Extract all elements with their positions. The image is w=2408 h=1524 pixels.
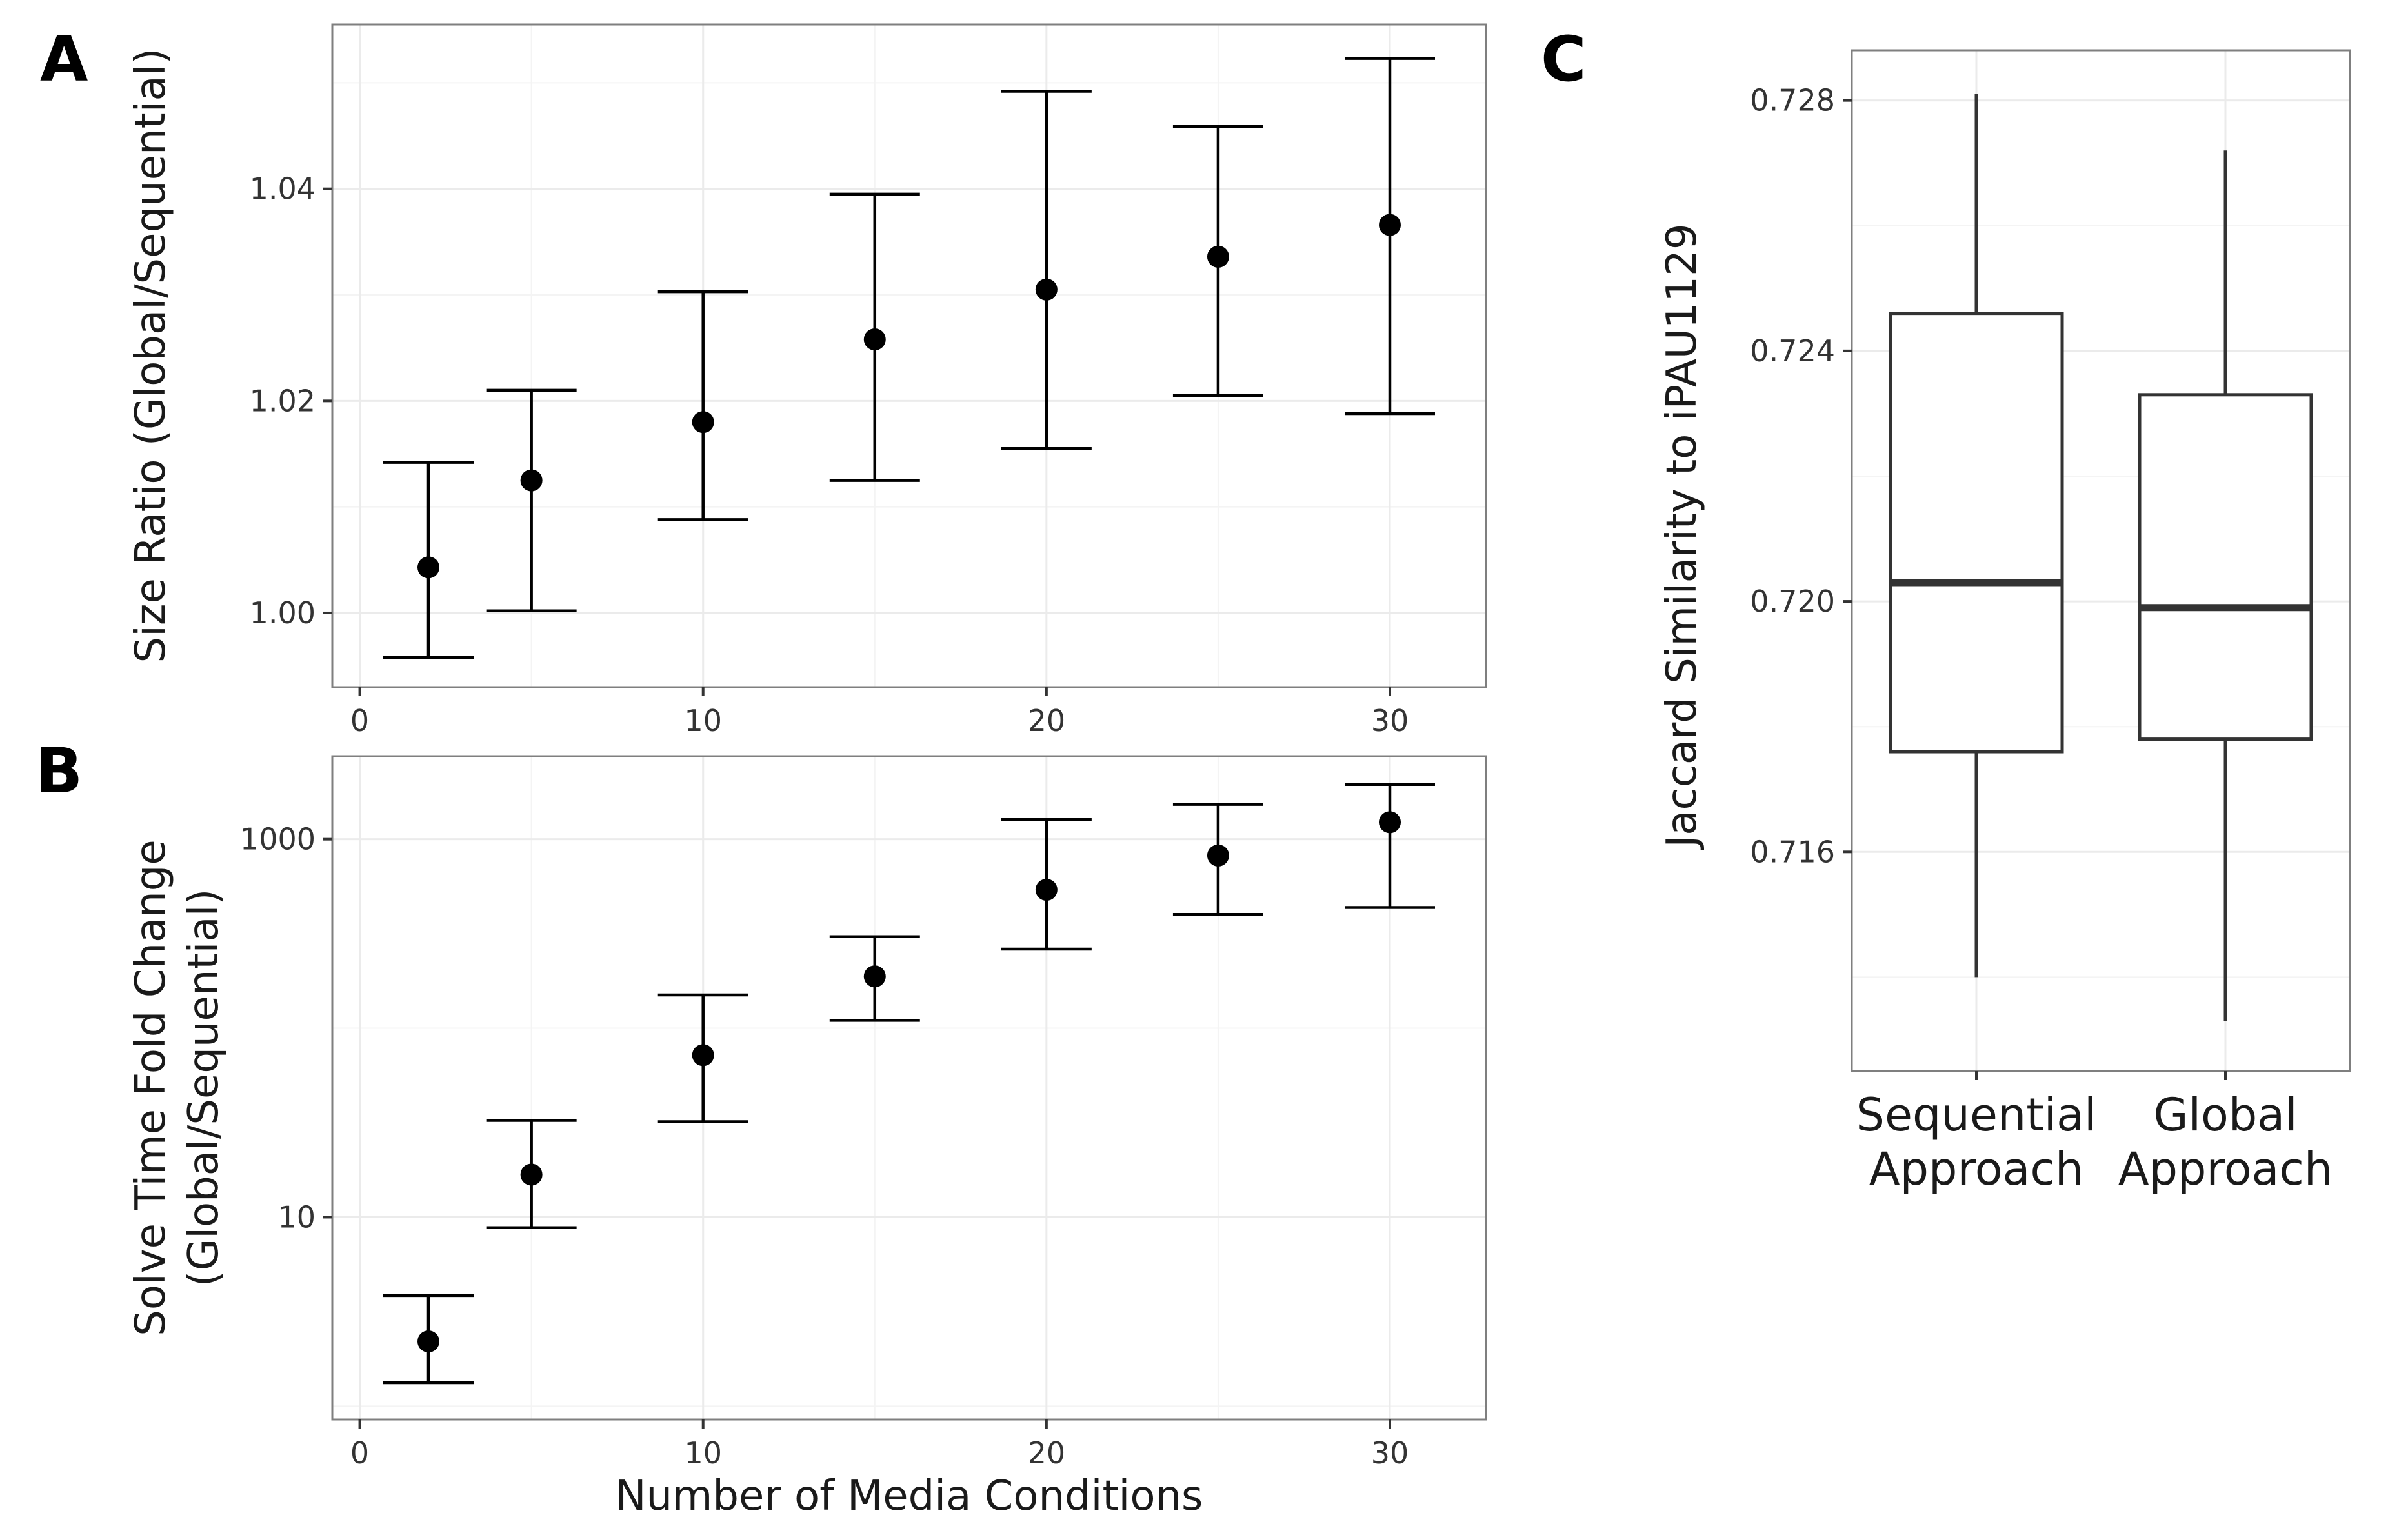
panel-a-error-bar bbox=[1001, 90, 1092, 450]
panel-a-plot-background bbox=[332, 25, 1486, 687]
panel-a-y-tick-label: 1.04 bbox=[250, 172, 316, 206]
panel-b-error-bar bbox=[1345, 783, 1435, 909]
panel-a-y-axis-title: Size Ratio (Global/Sequential) bbox=[127, 48, 175, 663]
panel-c-category-label: Approach bbox=[2118, 1143, 2333, 1196]
panel-c-box-iqr bbox=[1889, 312, 2064, 754]
panel-b-plot-background bbox=[332, 756, 1486, 1419]
panel-b-y-axis-title-line-2: (Global/Sequential) bbox=[180, 889, 228, 1287]
panel-a-point bbox=[417, 556, 439, 579]
panel-b-frame bbox=[331, 755, 1487, 1421]
panel-b-point bbox=[1207, 844, 1229, 867]
panel-b-point bbox=[520, 1163, 543, 1186]
panel-b-point bbox=[417, 1330, 439, 1353]
panel-a-frame bbox=[331, 23, 1487, 688]
panel-b-x-tick-label: 10 bbox=[684, 1436, 722, 1470]
panel-c-letter: C bbox=[1541, 23, 1586, 95]
panel-a-error-bar bbox=[657, 290, 748, 521]
panel-a-error-bar bbox=[1345, 57, 1435, 416]
panel-b-series bbox=[383, 783, 1435, 1385]
panel-a-point bbox=[863, 328, 886, 351]
panel-c-box-0 bbox=[1889, 94, 2064, 978]
panel-a-ticks: 0 10 20 30 1.00 1.02 1.04 bbox=[250, 172, 1409, 738]
panel-a-y-tick-label: 1.02 bbox=[250, 383, 316, 418]
panel-a-series bbox=[383, 57, 1435, 659]
panel-c-category-label: Sequential bbox=[1856, 1088, 2097, 1141]
panel-b-chart: 0 10 20 30 10 1000 Solve Time Fold Change (Gl… bbox=[127, 755, 1487, 1520]
panel-a-x-tick-label: 20 bbox=[1028, 703, 1066, 738]
panel-c-ticks: 0.7160.7200.7240.728SequentialApproachGl… bbox=[1750, 83, 2333, 1196]
panel-a-y-tick-label: 1.00 bbox=[250, 596, 316, 630]
panel-c-category-label: Approach bbox=[1869, 1143, 2084, 1196]
panel-b-y-tick-label: 1000 bbox=[240, 822, 316, 857]
panel-b-point bbox=[863, 965, 886, 988]
panel-a-letter: A bbox=[40, 23, 88, 95]
panel-b-point bbox=[1379, 811, 1401, 834]
panel-c-frame bbox=[1851, 49, 2351, 1072]
panel-c-y-tick-label: 0.724 bbox=[1750, 334, 1835, 368]
panel-a-point bbox=[1379, 214, 1401, 236]
panel-c-y-tick-label: 0.716 bbox=[1750, 834, 1835, 869]
panel-a-x-tick-label: 30 bbox=[1371, 703, 1409, 738]
panel-c-chart: 0.7160.7200.7240.728SequentialApproachGl… bbox=[1658, 49, 2351, 1196]
panel-a-error-bar bbox=[486, 388, 577, 612]
panel-b-x-tick-label: 20 bbox=[1028, 1436, 1066, 1470]
panel-a-point bbox=[520, 469, 543, 492]
panel-b-x-tick-label: 30 bbox=[1371, 1436, 1409, 1470]
panel-c-y-tick-label: 0.728 bbox=[1750, 83, 1835, 118]
panel-b-letter: B bbox=[35, 735, 83, 807]
panel-a-point bbox=[1035, 278, 1058, 301]
panel-a-point bbox=[1207, 245, 1229, 268]
panel-b-point bbox=[692, 1044, 714, 1067]
panel-b-x-axis-title: Number of Media Conditions bbox=[616, 1472, 1203, 1520]
panel-c-y-axis-title: Jaccard Similarity to iPAU1129 bbox=[1658, 223, 1706, 850]
panel-a-x-tick-label: 0 bbox=[350, 703, 369, 738]
panel-b-y-tick-label: 10 bbox=[277, 1199, 316, 1234]
panel-a-point bbox=[692, 411, 714, 434]
panel-c-y-tick-label: 0.720 bbox=[1750, 584, 1835, 619]
panel-a-x-tick-label: 10 bbox=[684, 703, 722, 738]
panel-c-box-1 bbox=[2138, 150, 2313, 1021]
panel-a-chart: 0 10 20 30 1.00 1.02 1.04 Size Ratio (Global/S… bbox=[127, 23, 1487, 738]
panel-c-category-label: Global bbox=[2153, 1088, 2297, 1141]
panel-b-x-tick-label: 0 bbox=[350, 1436, 369, 1470]
panel-c-box-iqr bbox=[2138, 393, 2313, 741]
panel-b-y-axis-title-line-1: Solve Time Fold Change bbox=[127, 839, 175, 1336]
panel-c-series bbox=[1889, 94, 2313, 1021]
panel-b-point bbox=[1035, 879, 1058, 901]
panel-b-ticks: 0 10 20 30 10 1000 bbox=[240, 822, 1409, 1470]
